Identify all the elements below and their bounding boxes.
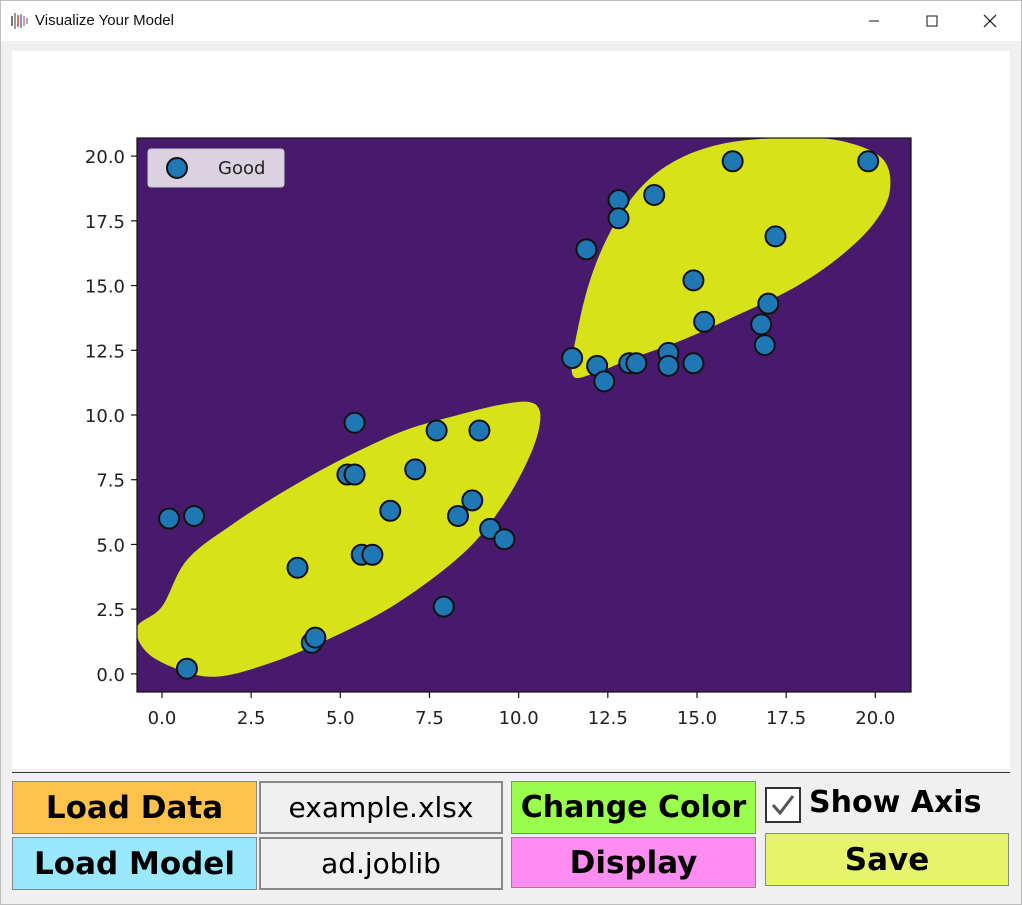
legend: Good	[147, 148, 285, 188]
x-tick-label: 7.5	[415, 708, 444, 729]
data-point	[361, 543, 384, 566]
data-point	[753, 334, 776, 357]
y-tick-label: 17.5	[85, 212, 125, 233]
x-tick-label: 12.5	[588, 708, 628, 729]
y-tick-label: 10.0	[85, 406, 125, 427]
data-point	[461, 489, 484, 512]
y-tick-label: 2.5	[96, 600, 125, 621]
data-file-field: example.xlsx	[259, 781, 503, 834]
minimize-button[interactable]	[845, 1, 903, 41]
x-tick-label: 10.0	[499, 708, 539, 729]
data-point	[561, 347, 584, 370]
data-point	[657, 354, 680, 377]
divider	[12, 772, 1010, 773]
data-point	[757, 292, 780, 315]
x-tick-label: 20.0	[855, 708, 895, 729]
data-point	[493, 528, 516, 551]
y-tick-label: 5.0	[96, 535, 125, 556]
data-point	[183, 504, 206, 527]
data-point	[158, 507, 181, 530]
data-point	[343, 463, 366, 486]
legend-label-good: Good	[218, 158, 265, 179]
save-button[interactable]: Save	[765, 833, 1009, 886]
y-tick-label: 15.0	[85, 277, 125, 298]
plot-canvas: 0.0 2.5 5.0 7.5 10.0 12.5 15.0 17.5 20.0 0.0 2.5 5…	[12, 51, 1010, 769]
x-tick-label: 17.5	[766, 708, 806, 729]
data-point	[764, 225, 787, 248]
data-point	[286, 556, 309, 579]
data-point	[304, 626, 327, 649]
data-point	[625, 352, 648, 375]
load-model-button[interactable]: Load Model	[12, 837, 257, 890]
data-point	[343, 411, 366, 434]
data-point	[379, 499, 402, 522]
minimize-icon	[869, 20, 879, 22]
load-data-button[interactable]: Load Data	[12, 781, 257, 834]
data-point	[721, 150, 744, 173]
maximize-button[interactable]	[903, 1, 961, 41]
data-point	[750, 313, 773, 336]
x-tick-label: 5.0	[326, 708, 355, 729]
x-tick-label: 15.0	[677, 708, 717, 729]
x-tick-label: 2.5	[237, 708, 266, 729]
data-point	[607, 189, 630, 212]
maximize-icon	[926, 15, 938, 27]
data-point	[575, 238, 598, 261]
checkmark-icon	[771, 795, 795, 816]
display-button[interactable]: Display	[511, 837, 756, 888]
close-button[interactable]	[961, 1, 1019, 41]
scatter-plot: 0.0 2.5 5.0 7.5 10.0 12.5 15.0 17.5 20.0 0.0 2.5 5…	[85, 137, 912, 729]
data-point	[432, 595, 455, 618]
title-bar[interactable]: Visualize Your Model	[1, 1, 1021, 41]
model-file-field: ad.joblib	[259, 837, 503, 890]
data-point	[175, 657, 198, 680]
data-point	[682, 269, 705, 292]
change-color-button[interactable]: Change Color	[511, 781, 756, 834]
y-tick-label: 12.5	[85, 341, 125, 362]
y-tick-label: 0.0	[96, 665, 125, 686]
show-axis-checkbox[interactable]	[765, 787, 801, 823]
y-tick-label: 20.0	[85, 147, 125, 168]
close-icon	[983, 14, 997, 28]
data-point	[643, 183, 666, 206]
app-waveform-icon	[11, 13, 28, 29]
data-point	[607, 207, 630, 230]
legend-marker	[166, 157, 188, 179]
y-tick-label: 7.5	[96, 471, 125, 492]
decision-region-1	[137, 401, 541, 677]
data-point	[425, 419, 448, 442]
data-point	[693, 310, 716, 333]
data-point	[593, 370, 616, 393]
data-point	[682, 352, 705, 375]
data-point	[468, 419, 491, 442]
data-point	[447, 504, 470, 527]
data-point	[404, 458, 427, 481]
data-point	[857, 150, 880, 173]
show-axis-label: Show Axis	[809, 785, 982, 820]
window-title: Visualize Your Model	[35, 12, 174, 29]
x-tick-label: 0.0	[148, 708, 177, 729]
